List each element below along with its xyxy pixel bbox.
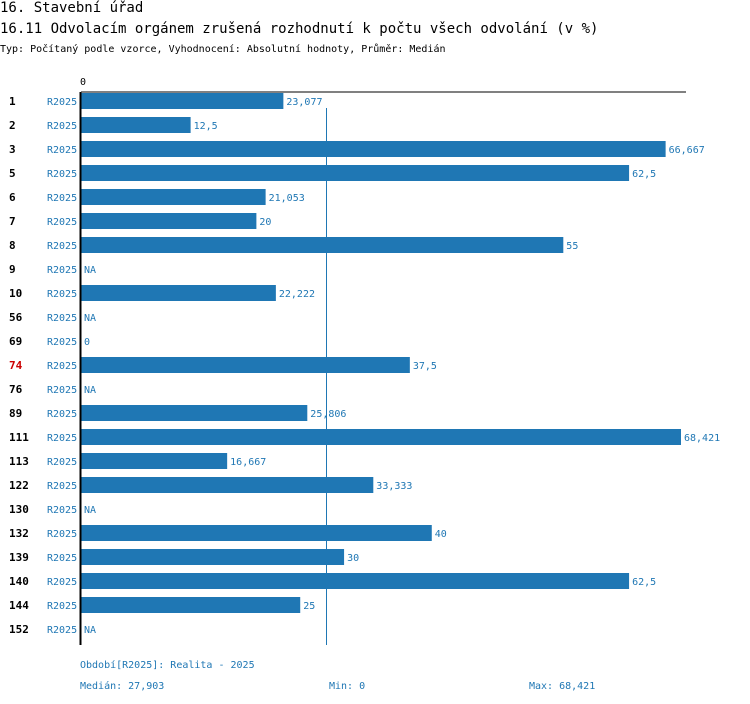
- row-series-label: R2025: [47, 121, 77, 132]
- footer-median: Medián: 27,903: [80, 681, 165, 692]
- bar-value-label: 23,077: [286, 97, 322, 108]
- row-id-label: 69: [9, 335, 22, 348]
- bar: [81, 405, 308, 421]
- row-series-label: R2025: [47, 193, 77, 204]
- row-id-label: 111: [9, 431, 29, 444]
- bar: [81, 213, 257, 229]
- bar-value-label: NA: [84, 313, 96, 324]
- row-series-label: R2025: [47, 169, 77, 180]
- bar-value-label: 25: [303, 601, 315, 612]
- bar-value-label: 37,5: [413, 361, 437, 372]
- row-series-label: R2025: [47, 625, 77, 636]
- row-series-label: R2025: [47, 289, 77, 300]
- row-id-label: 140: [9, 575, 29, 588]
- bar-value-label: 22,222: [279, 289, 315, 300]
- row-id-label: 89: [9, 407, 22, 420]
- row-id-label: 74: [9, 359, 23, 372]
- footer-period: Období[R2025]: Realita - 2025: [80, 660, 255, 671]
- row-id-label: 7: [9, 215, 16, 228]
- bar-value-label: 68,421: [684, 433, 720, 444]
- bar: [81, 285, 276, 301]
- bar: [81, 549, 345, 565]
- footer-max: Max: 68,421: [529, 681, 596, 692]
- bar-value-label: 40: [435, 529, 447, 540]
- footer-min: Min: 0: [329, 681, 366, 692]
- bar-value-label: 55: [566, 241, 578, 252]
- bar-value-label: 12,5: [194, 121, 218, 132]
- row-id-label: 6: [9, 191, 16, 204]
- x-axis-zero-label: 0: [80, 77, 86, 88]
- bar-value-label: 33,333: [376, 481, 412, 492]
- bar: [81, 117, 191, 133]
- row-series-label: R2025: [47, 241, 77, 252]
- bar: [81, 189, 266, 205]
- row-series-label: R2025: [47, 313, 77, 324]
- row-id-label: 130: [9, 503, 29, 516]
- row-series-label: R2025: [47, 553, 77, 564]
- row-series-label: R2025: [47, 145, 77, 156]
- bar-value-label: NA: [84, 385, 96, 396]
- bar: [81, 141, 666, 157]
- row-series-label: R2025: [47, 385, 77, 396]
- row-series-label: R2025: [47, 361, 77, 372]
- bar-value-label: 20: [259, 217, 271, 228]
- bar-value-label: 62,5: [632, 577, 656, 588]
- row-id-label: 144: [9, 599, 29, 612]
- row-series-label: R2025: [47, 481, 77, 492]
- row-id-label: 8: [9, 239, 16, 252]
- row-id-label: 10: [9, 287, 22, 300]
- row-id-label: 56: [9, 311, 23, 324]
- bar: [81, 477, 374, 493]
- row-series-label: R2025: [47, 217, 77, 228]
- bar-value-label: 21,053: [269, 193, 305, 204]
- row-series-label: R2025: [47, 265, 77, 276]
- section-title: 16. Stavební úřad: [0, 0, 144, 16]
- row-id-label: 2: [9, 119, 16, 132]
- row-id-label: 5: [9, 167, 16, 180]
- bar-value-label: 66,667: [669, 145, 705, 156]
- row-series-label: R2025: [47, 409, 77, 420]
- row-series-label: R2025: [47, 601, 77, 612]
- bar: [81, 429, 681, 445]
- bar-value-label: 16,667: [230, 457, 266, 468]
- row-id-label: 139: [9, 551, 29, 564]
- row-series-label: R2025: [47, 97, 77, 108]
- row-id-label: 1: [9, 95, 16, 108]
- row-id-label: 122: [9, 479, 29, 492]
- bar: [81, 573, 630, 589]
- row-series-label: R2025: [47, 505, 77, 516]
- row-id-label: 152: [9, 623, 29, 636]
- chart-title: 16.11 Odvolacím orgánem zrušená rozhodnu…: [0, 21, 599, 37]
- bar-value-label: 25,806: [310, 409, 346, 420]
- row-series-label: R2025: [47, 457, 77, 468]
- bar: [81, 357, 410, 373]
- row-id-label: 113: [9, 455, 29, 468]
- bar: [81, 453, 228, 469]
- bar-value-label: 30: [347, 553, 359, 564]
- bar-value-label: NA: [84, 625, 96, 636]
- bar-value-label: NA: [84, 265, 96, 276]
- row-id-label: 76: [9, 383, 23, 396]
- bar: [81, 237, 564, 253]
- row-series-label: R2025: [47, 337, 77, 348]
- bar: [81, 93, 284, 109]
- bar-value-label: 62,5: [632, 169, 656, 180]
- row-id-label: 9: [9, 263, 16, 276]
- bar: [81, 525, 432, 541]
- chart-subtitle: Typ: Počítaný podle vzorce, Vyhodnocení:…: [0, 44, 446, 55]
- row-series-label: R2025: [47, 433, 77, 444]
- bar-value-label: NA: [84, 505, 96, 516]
- bar: [81, 165, 630, 181]
- bar-value-label: 0: [84, 337, 90, 348]
- bar: [81, 597, 301, 613]
- row-series-label: R2025: [47, 529, 77, 540]
- row-series-label: R2025: [47, 577, 77, 588]
- row-id-label: 3: [9, 143, 16, 156]
- row-id-label: 132: [9, 527, 29, 540]
